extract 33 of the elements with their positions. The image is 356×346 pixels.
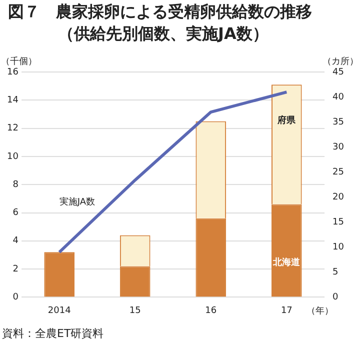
y2-tick-label: 20	[332, 192, 344, 202]
x-tick-label: 15	[129, 306, 141, 316]
y-tick-label: 14	[7, 95, 19, 106]
y-tick-label: 10	[7, 152, 19, 162]
y2-tick-label: 30	[332, 142, 344, 152]
bar	[44, 252, 74, 297]
x-tick-label: 2014	[48, 306, 72, 316]
y-tick-label: 16	[7, 67, 19, 78]
text: 資料：全農ET研資料	[2, 326, 104, 341]
y2-tick-label: 5	[332, 268, 338, 278]
y-tick-label: 2	[12, 264, 18, 274]
y-tick-label: 6	[12, 208, 19, 218]
y-tick-label: 4	[12, 236, 19, 246]
series-label: 府県	[276, 114, 297, 126]
y2-tick-label: 40	[332, 92, 344, 102]
x-axis-title: （年）	[306, 306, 334, 317]
x-tick-label: 17	[280, 306, 292, 316]
y2-tick-label: 15	[332, 217, 344, 228]
y2-tick-label: 35	[332, 117, 344, 128]
y-tick-label: 0	[12, 292, 19, 303]
chart-subtitle: （供給先別個数、実施JA数）	[58, 24, 268, 45]
x-tick-label: 16	[205, 306, 217, 316]
y2-tick-label: 10	[332, 242, 344, 252]
series-label: 実施JA数	[59, 196, 96, 208]
y2-tick-label: 25	[332, 167, 344, 178]
y-axis-title: （千個）	[1, 56, 37, 67]
y2-tick-label: 0	[332, 292, 339, 303]
chart-title: 図７ 農家採卵による受精卵供給数の推移	[8, 2, 312, 23]
y-tick-label: 12	[7, 124, 18, 134]
series-label: 北海道	[272, 256, 302, 268]
y2-tick-label: 45	[332, 67, 344, 78]
y-tick-label: 8	[12, 180, 19, 190]
y2-axis-title: （カ所）	[322, 56, 356, 67]
